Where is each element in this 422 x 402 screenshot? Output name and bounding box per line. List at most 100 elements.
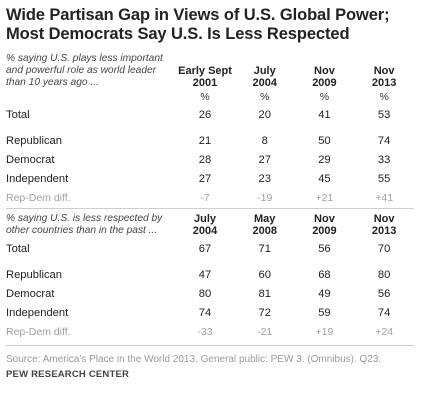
table-2-row-label: Total [6,242,30,255]
table-2-cell: 56 [377,287,391,300]
table-1-cell: 20 [258,108,271,121]
table-2-colhead-3-l2: 2013 [371,225,397,237]
table-2-colhead-2-l1: Nov [314,213,335,225]
table-2-header: % saying U.S. is less respected by other… [6,213,414,237]
table-1-colhead-0: Early Sept 2001 [175,65,235,89]
table-2-colhead-1-l2: 2008 [252,225,277,237]
table-2-cell: 74 [377,306,391,319]
table-1-cell: 50 [318,134,331,147]
table-2-cell: 81 [258,287,271,300]
table-2-colhead-2-l2: 2009 [312,225,337,237]
table-1-cell: 33 [377,153,391,166]
table-2-colhead-0-l1: July [194,213,217,225]
table-1-unit-0: % [200,91,210,103]
org-credit: PEW RESEARCH CENTER [6,369,130,380]
table-2-row-independent: Independent 74 72 59 74 [6,303,414,322]
table-1-cell: -7 [200,191,210,204]
table-2-cell: 71 [258,242,271,255]
table-1-cell: 8 [261,134,268,147]
table-2-question: % saying U.S. is less respected by other… [6,213,163,236]
table-1-colhead-1-l1: July [253,65,276,77]
table-2-row-label: Independent [6,306,69,319]
table-2-row-total: Total 67 71 56 70 [6,239,414,258]
table-2-cell: 49 [318,287,331,300]
table-1-cell: 23 [258,172,271,185]
table-1-row-label: Republican [6,134,62,147]
table-1-row-label: Independent [6,172,69,185]
table-1-unit-3: % [379,91,389,103]
table-1-cell: 28 [198,153,212,166]
table-2-cell: 47 [198,268,212,281]
footer-divider [6,345,414,346]
table-2-cell: 56 [318,242,331,255]
table-1-colhead-3-l2: 2013 [371,77,397,89]
table-1-header: % saying U.S. plays less important and p… [6,53,414,89]
table-1-cell: 29 [318,153,331,166]
table-1-unit-row: % % % % [6,89,414,105]
table-1: % saying U.S. plays less important and p… [6,53,414,207]
table-1-row-rep-dem-diff: Rep-Dem diff. -7 -19 +21 +41 [6,188,414,207]
table-1-colhead-0-l1: Early Sept [178,65,232,77]
table-1-cell: 27 [198,172,212,185]
table-2-colhead-3: Nov 2013 [354,213,414,237]
table-1-cell: 74 [377,134,391,147]
table-1-cell: 21 [198,134,212,147]
table-1-cell: 45 [318,172,331,185]
table-2-cell: 72 [258,306,271,319]
table-1-colhead-2-l2: 2009 [312,77,337,89]
table-1-cell: -19 [257,191,273,204]
table-1-colhead-2: Nov 2009 [295,65,355,89]
table-2-cell: 59 [318,306,331,319]
table-1-row-democrat: Democrat 28 27 29 33 [6,150,414,169]
table-2-cell: +19 [315,325,334,338]
table-1-colhead-1: July 2004 [235,65,295,89]
table-2-row-democrat: Democrat 80 81 49 56 [6,284,414,303]
table-1-colhead-0-l2: 2001 [192,77,218,89]
table-1-row-label: Democrat [6,153,55,166]
table-1-cell: 27 [258,153,271,166]
table-1-cell: 26 [198,108,212,121]
table-2-cell: 80 [198,287,212,300]
table-2-cell: +24 [375,325,394,338]
table-2-colhead-0-l2: 2004 [192,225,218,237]
table-2-cell: 68 [318,268,331,281]
table-2-colhead-1: May 2008 [235,213,295,237]
table-1-colhead-3: Nov 2013 [354,65,414,89]
table-2-row-rep-dem-diff: Rep-Dem diff. -33 -21 +19 +24 [6,322,414,341]
table-1-colhead-2-l1: Nov [314,65,335,77]
title-line-2: Most Democrats Say U.S. Is Less Respecte… [6,25,350,43]
table-1-unit-1: % [260,91,270,103]
source-note: Source: America's Place in the World 201… [6,354,382,365]
table-2: % saying U.S. is less respected by other… [6,213,414,341]
table-1-cell: 53 [377,108,391,121]
table-1-row-republican: Republican 21 8 50 74 [6,131,414,150]
table-2-cell: 70 [377,242,391,255]
table-2-cell: 80 [377,268,391,281]
table-1-question: % saying U.S. plays less important and p… [6,53,163,88]
table-2-colhead-3-l1: Nov [373,213,395,225]
table-divider [6,208,414,209]
table-2-row-label: Republican [6,268,62,281]
table-2-row-republican: Republican 47 60 68 80 [6,265,414,284]
table-2-colhead-1-l1: May [254,213,276,225]
table-2-cell: 67 [198,242,212,255]
table-2-colhead-2: Nov 2009 [295,213,355,237]
table-2-cell: -21 [257,325,273,338]
table-1-row-total: Total 26 20 41 53 [6,105,414,124]
table-1-row-label: Rep-Dem diff. [6,191,71,204]
table-2-cell: 60 [258,268,271,281]
title-line-1: Wide Partisan Gap in Views of U.S. Globa… [6,6,390,24]
table-2-cell: -33 [197,325,213,338]
table-1-cell: +21 [315,191,334,204]
table-1-unit-2: % [319,91,330,103]
table-1-cell: 41 [318,108,331,121]
table-2-cell: 74 [198,306,212,319]
table-1-cell: 55 [377,172,391,185]
table-1-colhead-3-l1: Nov [373,65,395,77]
table-2-row-label: Democrat [6,287,55,300]
chart-title: Wide Partisan Gap in Views of U.S. Globa… [6,6,414,44]
table-2-row-label: Rep-Dem diff. [6,325,71,338]
table-2-colhead-0: July 2004 [175,213,235,237]
table-1-colhead-1-l2: 2004 [252,77,277,89]
